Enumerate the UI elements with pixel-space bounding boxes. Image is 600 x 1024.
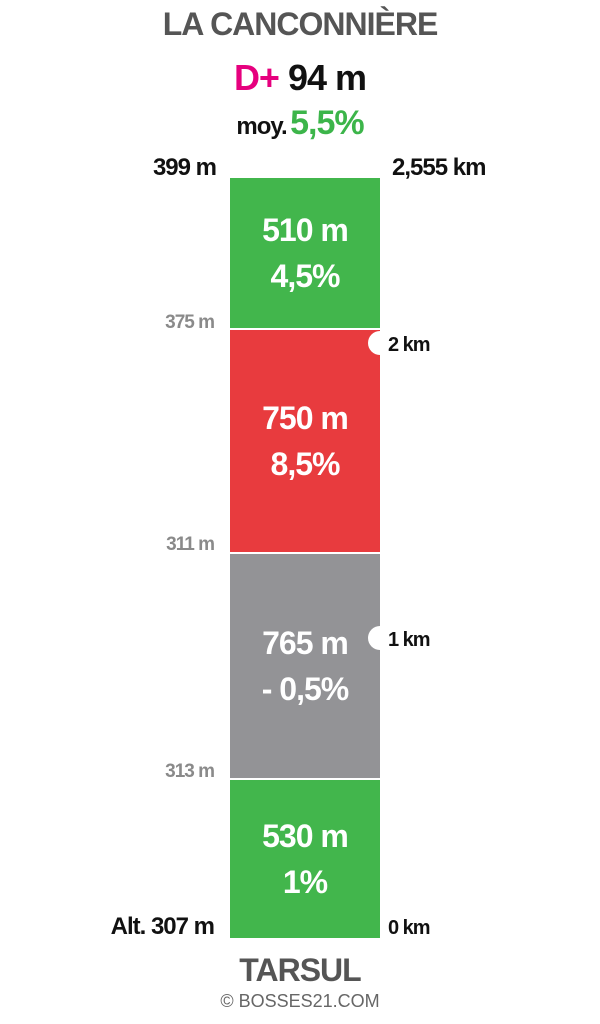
altitude-label: 375 m: [165, 312, 215, 333]
segment: 765 m - 0,5%: [230, 554, 380, 778]
gain-label: D+: [233, 57, 280, 98]
segment-length: 510 m: [262, 212, 349, 248]
segment-grade: - 0,5%: [261, 671, 349, 707]
altitude-label: 313 m: [165, 761, 215, 782]
km-notch: [368, 331, 392, 355]
segment: 510 m 4,5%: [230, 178, 380, 328]
segment-grade: 4,5%: [270, 258, 341, 294]
gain-line: D+ 94 m: [0, 60, 600, 96]
top-altitude: 399 m: [152, 154, 217, 181]
segment-grade: 1%: [282, 864, 328, 900]
gain: 94 m: [287, 57, 367, 98]
title: LA CANCONNIÈRE: [162, 6, 439, 42]
segment: 530 m 1%: [230, 780, 380, 938]
segment-length: 750 m: [262, 400, 349, 436]
footer: © BOSSES21.COM: [220, 991, 380, 1011]
average-line: moy. 5,5%: [0, 106, 600, 140]
bottom-altitude: Alt. 307 m: [110, 913, 215, 940]
average: 5,5%: [290, 104, 364, 142]
top-distance: 2,555 km: [392, 154, 486, 181]
bottom-distance: 0 km: [388, 917, 431, 939]
km-marker: 2 km: [388, 334, 431, 356]
average-label: moy.: [236, 113, 287, 140]
segment-grade: 8,5%: [270, 446, 341, 482]
km-notch: [368, 626, 392, 650]
segment-length: 530 m: [262, 818, 349, 854]
segment: 750 m 8,5%: [230, 330, 380, 552]
km-marker: 1 km: [388, 629, 431, 651]
start-name: TARSUL: [239, 952, 361, 988]
segment-length: 765 m: [262, 625, 349, 661]
altitude-label: 311 m: [166, 534, 215, 555]
